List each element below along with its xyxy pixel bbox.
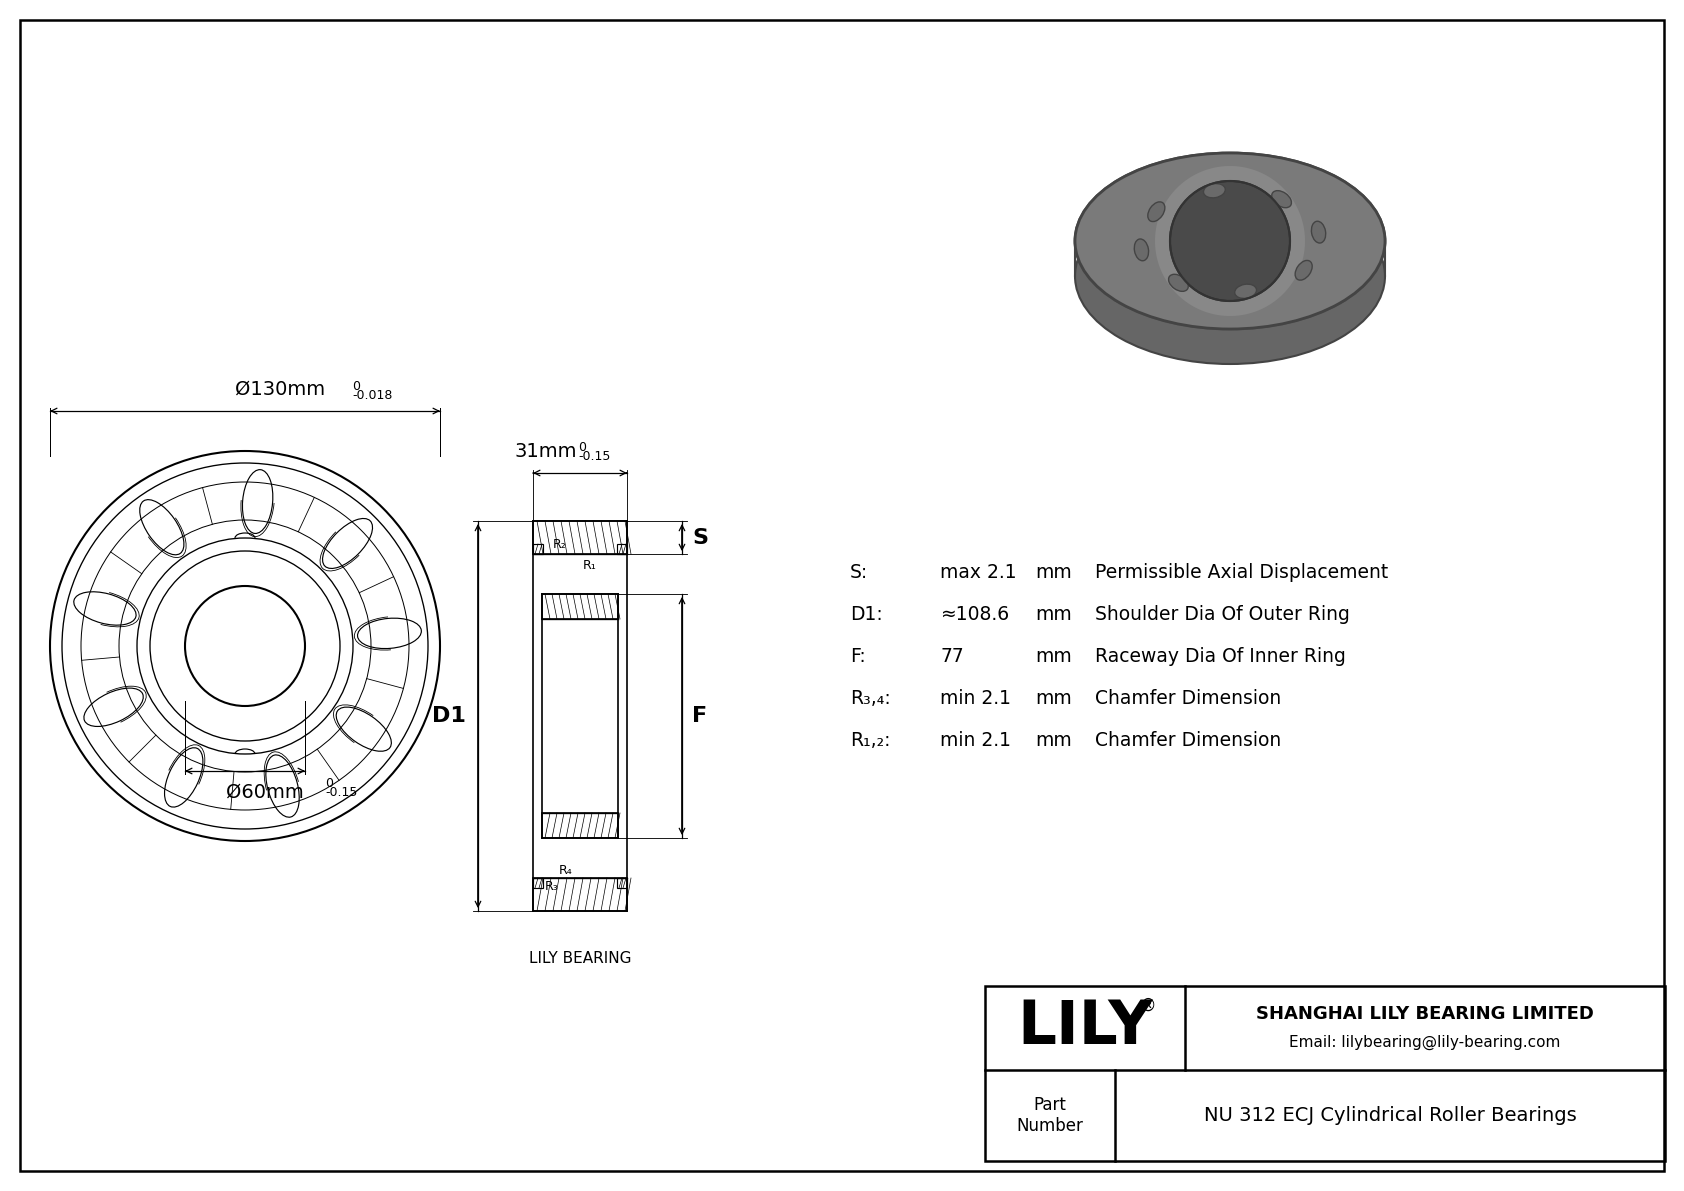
Bar xyxy=(534,520,626,554)
Text: mm: mm xyxy=(1036,731,1071,750)
Text: mm: mm xyxy=(1036,605,1071,624)
Ellipse shape xyxy=(1170,181,1290,301)
Ellipse shape xyxy=(1271,191,1292,207)
Text: D1: D1 xyxy=(433,706,466,727)
Text: SHANGHAI LILY BEARING LIMITED: SHANGHAI LILY BEARING LIMITED xyxy=(1256,1005,1595,1023)
Bar xyxy=(542,594,618,619)
Text: S:: S: xyxy=(850,563,869,582)
Text: 31mm: 31mm xyxy=(515,442,578,461)
Bar xyxy=(985,986,1665,1161)
Bar xyxy=(616,878,626,888)
Text: ≈108.6: ≈108.6 xyxy=(940,605,1009,624)
Bar xyxy=(616,544,626,554)
Ellipse shape xyxy=(1135,239,1148,261)
Text: R₃: R₃ xyxy=(546,880,559,893)
PathPatch shape xyxy=(1074,152,1384,329)
Text: F:: F: xyxy=(850,648,866,667)
Text: 0: 0 xyxy=(325,777,333,790)
Bar xyxy=(542,813,618,838)
Text: Raceway Dia Of Inner Ring: Raceway Dia Of Inner Ring xyxy=(1095,648,1346,667)
Text: mm: mm xyxy=(1036,690,1071,709)
Text: Chamfer Dimension: Chamfer Dimension xyxy=(1095,690,1282,709)
Text: max 2.1: max 2.1 xyxy=(940,563,1017,582)
Ellipse shape xyxy=(1148,201,1165,222)
Text: ®: ® xyxy=(1140,997,1157,1015)
Ellipse shape xyxy=(1074,152,1384,329)
Text: 0: 0 xyxy=(578,441,586,454)
Text: Ø130mm: Ø130mm xyxy=(236,380,325,399)
Ellipse shape xyxy=(1204,183,1226,198)
Text: mm: mm xyxy=(1036,563,1071,582)
Text: NU 312 ECJ Cylindrical Roller Bearings: NU 312 ECJ Cylindrical Roller Bearings xyxy=(1204,1106,1576,1125)
Bar xyxy=(534,544,542,554)
Text: R₂: R₂ xyxy=(552,538,566,551)
Text: min 2.1: min 2.1 xyxy=(940,690,1010,709)
Ellipse shape xyxy=(1074,188,1384,364)
Text: Ø60mm: Ø60mm xyxy=(226,782,303,802)
Bar xyxy=(534,878,542,888)
Text: R₁,₂:: R₁,₂: xyxy=(850,731,891,750)
Text: Email: lilybearing@lily-bearing.com: Email: lilybearing@lily-bearing.com xyxy=(1290,1035,1561,1049)
Text: -0.15: -0.15 xyxy=(578,450,610,463)
Text: Permissible Axial Displacement: Permissible Axial Displacement xyxy=(1095,563,1388,582)
Text: 0: 0 xyxy=(352,380,360,393)
Text: LILY: LILY xyxy=(1017,998,1154,1058)
Text: 77: 77 xyxy=(940,648,963,667)
Text: mm: mm xyxy=(1036,648,1071,667)
Text: R₃,₄:: R₃,₄: xyxy=(850,690,891,709)
Text: Shoulder Dia Of Outer Ring: Shoulder Dia Of Outer Ring xyxy=(1095,605,1351,624)
Text: LILY BEARING: LILY BEARING xyxy=(529,950,632,966)
Text: -0.15: -0.15 xyxy=(325,786,357,799)
Text: R₁: R₁ xyxy=(583,559,596,572)
Ellipse shape xyxy=(1295,261,1312,280)
Ellipse shape xyxy=(1169,274,1189,292)
Text: min 2.1: min 2.1 xyxy=(940,731,1010,750)
Text: R₄: R₄ xyxy=(559,863,573,877)
Text: F: F xyxy=(692,706,707,727)
Text: Part
Number: Part Number xyxy=(1017,1096,1083,1135)
Text: D1:: D1: xyxy=(850,605,882,624)
Text: S: S xyxy=(692,528,707,548)
Ellipse shape xyxy=(1312,222,1325,243)
Text: Chamfer Dimension: Chamfer Dimension xyxy=(1095,731,1282,750)
Bar xyxy=(534,878,626,911)
Text: -0.018: -0.018 xyxy=(352,389,392,403)
Ellipse shape xyxy=(1234,285,1256,299)
